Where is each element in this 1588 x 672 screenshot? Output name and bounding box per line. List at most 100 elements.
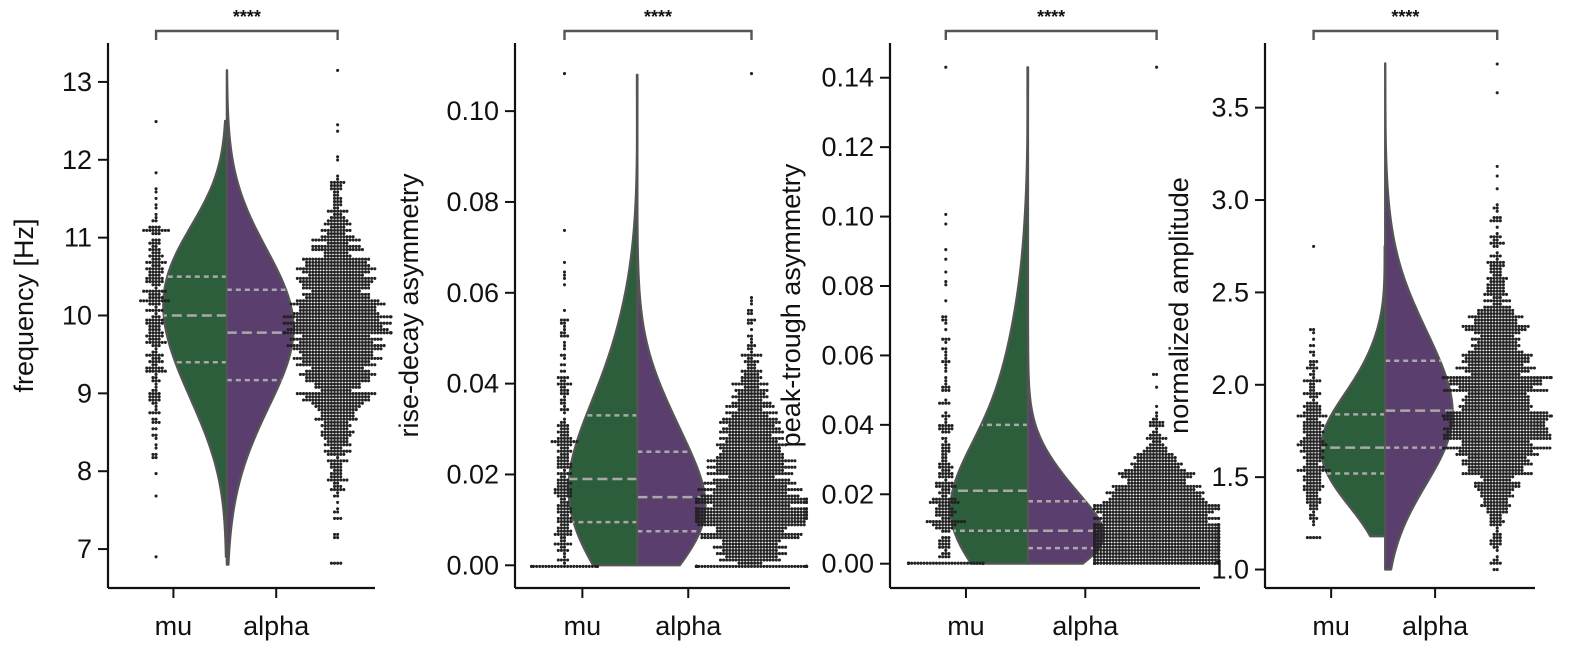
swarm-point — [1136, 545, 1140, 549]
swarm-point — [793, 513, 797, 517]
swarm-point — [907, 561, 911, 565]
swarm-point — [314, 257, 318, 261]
swarm-point — [753, 555, 757, 559]
swarm-point — [336, 184, 340, 188]
swarm-point — [765, 420, 769, 424]
swarm-point — [753, 484, 757, 488]
swarm-point — [944, 222, 948, 226]
swarm-point — [941, 552, 945, 556]
swarm-point — [1189, 520, 1193, 524]
swarm-point — [938, 504, 942, 508]
swarm-point — [1142, 513, 1146, 517]
swarm-point — [148, 267, 152, 271]
swarm-point — [753, 513, 757, 517]
swarm-point — [1105, 555, 1109, 559]
swarm-point — [743, 507, 747, 511]
swarm-point — [749, 472, 754, 476]
swarm-point — [363, 337, 368, 341]
swarm-point — [311, 356, 315, 360]
swarm-point — [737, 404, 741, 408]
swarm-point — [332, 516, 337, 520]
swarm-point — [317, 392, 321, 396]
swarm-point — [944, 321, 948, 325]
swarm-point — [157, 318, 161, 322]
violin-half-mu — [567, 73, 639, 567]
swarm-point — [1114, 513, 1118, 517]
swarm-point — [1151, 542, 1156, 546]
swarm-point — [332, 318, 337, 322]
swarm-point — [1173, 504, 1177, 508]
swarm-point — [950, 561, 954, 565]
swarm-point — [731, 449, 735, 453]
swarm-point — [160, 276, 164, 280]
swarm-point — [756, 523, 760, 527]
swarm-point — [342, 305, 346, 309]
swarm-point — [941, 500, 945, 504]
swarm-point — [357, 289, 361, 293]
swarm-point — [535, 564, 539, 568]
swarm-point — [317, 312, 321, 316]
swarm-point — [151, 350, 155, 354]
swarm-point — [1176, 526, 1180, 530]
swarm-point — [332, 465, 337, 469]
swarm-point — [305, 395, 309, 399]
swarm-point — [154, 212, 158, 216]
swarm-point — [762, 443, 766, 447]
swarm-point — [784, 478, 788, 482]
swarm-point — [746, 392, 750, 396]
swarm-point — [1111, 542, 1115, 546]
swarm-point — [357, 280, 361, 284]
swarm-point — [793, 536, 797, 540]
swarm-point — [160, 360, 164, 364]
swarm-point — [348, 321, 352, 325]
swarm-point — [1217, 504, 1221, 508]
swarm-point — [363, 398, 368, 402]
swarm-point — [376, 328, 380, 332]
swarm-point — [771, 465, 775, 469]
swarm-point — [317, 302, 321, 306]
swarm-point — [363, 318, 368, 322]
swarm-point — [339, 443, 343, 447]
swarm-point — [556, 507, 560, 511]
swarm-point — [931, 497, 935, 501]
swarm-point — [734, 564, 738, 568]
swarm-point — [762, 516, 766, 520]
swarm-point — [314, 404, 318, 408]
swarm-point — [1182, 558, 1187, 562]
swarm-point — [765, 542, 769, 546]
swarm-point — [780, 452, 785, 456]
swarm-point — [332, 331, 337, 335]
swarm-point — [734, 446, 738, 450]
swarm-point — [336, 296, 340, 300]
swarm-point — [1099, 504, 1103, 508]
swarm-point — [1114, 561, 1118, 565]
swarm-point — [376, 344, 380, 348]
swarm-point — [332, 408, 337, 412]
swarm-point — [947, 500, 951, 504]
swarm-point — [734, 548, 738, 552]
swarm-point — [336, 305, 340, 309]
swarm-point — [1167, 555, 1171, 559]
swarm-point — [382, 321, 386, 325]
swarm-point — [311, 324, 315, 328]
swarm-point — [320, 315, 324, 319]
swarm-point — [728, 478, 732, 482]
swarm-point — [1142, 516, 1146, 520]
swarm-point — [154, 452, 158, 456]
swarm-point — [784, 504, 788, 508]
swarm-point — [1111, 526, 1115, 530]
swarm-point — [1093, 523, 1097, 527]
swarm-point — [1151, 507, 1156, 511]
swarm-point — [1124, 539, 1128, 543]
swarm-point — [1108, 558, 1112, 562]
swarm-point — [722, 478, 726, 482]
swarm-point — [768, 468, 772, 472]
swarm-point — [1105, 526, 1109, 530]
swarm-point — [706, 516, 710, 520]
swarm-point — [157, 251, 161, 255]
swarm-point — [154, 292, 158, 296]
swarm-point — [336, 216, 340, 220]
swarm-point — [332, 308, 337, 312]
swarm-point — [722, 516, 726, 520]
swarm-point — [1117, 539, 1121, 543]
